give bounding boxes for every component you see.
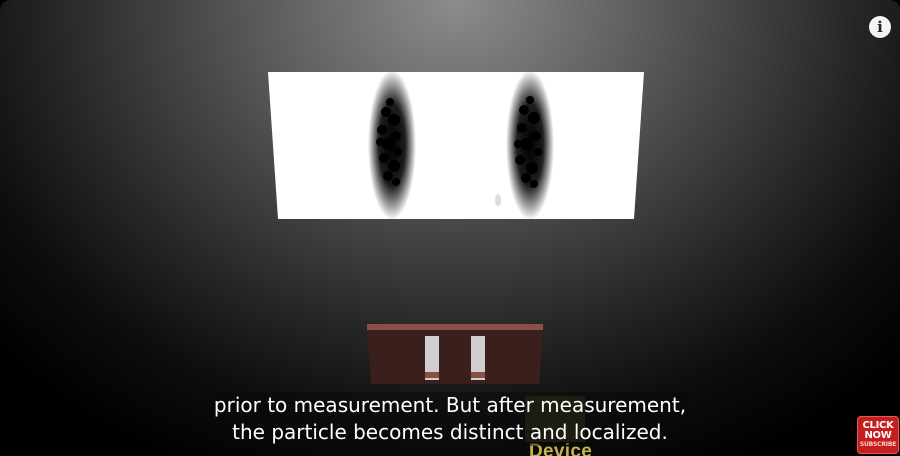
double-slit-plate: [367, 324, 543, 384]
slit-right: [471, 336, 485, 380]
device-label: Device: [529, 441, 593, 456]
particle-hits-left: [376, 98, 402, 186]
screen-surface: [268, 72, 644, 219]
particle-hits-right: [514, 96, 542, 188]
captions: prior to measurement. But after measurem…: [0, 392, 900, 446]
subscribe-badge[interactable]: CLICK NOW SUBSCRIBE: [857, 416, 899, 454]
interference-pattern: [268, 72, 644, 219]
subscribe-badge-line: NOW: [864, 430, 892, 441]
faint-speck: [495, 194, 501, 206]
subscribe-badge-line: CLICK: [862, 420, 894, 431]
slit-left: [425, 336, 439, 380]
subscribe-badge-line: SUBSCRIBE: [859, 441, 897, 448]
info-icon[interactable]: i: [869, 16, 891, 38]
caption-line: prior to measurement. But after measurem…: [210, 392, 690, 419]
caption-line: the particle becomes distinct and locali…: [229, 419, 671, 446]
detection-screen: [268, 72, 644, 219]
label-backdrop: [525, 396, 585, 442]
